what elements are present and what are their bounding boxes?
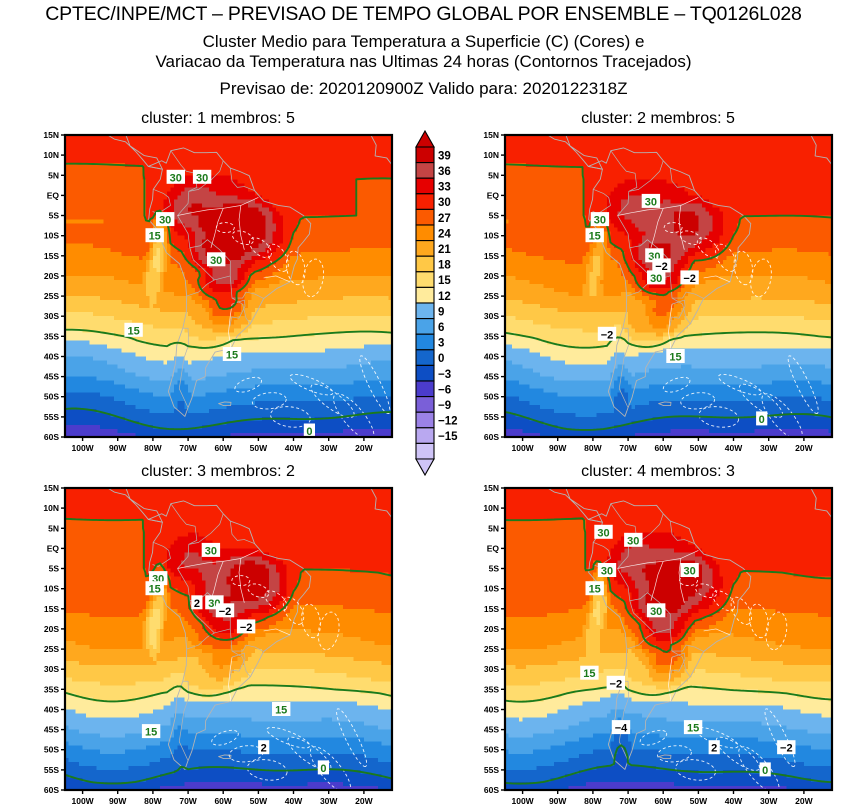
contour-label: 30 — [647, 603, 665, 618]
contour-label: 30 — [594, 525, 612, 540]
contour-label: 30 — [202, 543, 220, 558]
contour-label: −4 — [612, 720, 630, 735]
contour-label: 30 — [193, 170, 211, 185]
contour-label: −2 — [652, 258, 670, 273]
contour-label: 30 — [167, 170, 185, 185]
contour-label: −2 — [680, 270, 698, 285]
panel-title-cluster-4: cluster: 4 membros: 3 — [478, 463, 838, 481]
panel-title-cluster-1: cluster: 1 membros: 5 — [38, 110, 398, 128]
forecast-validity-line: Previsao de: 2020120900Z Valido para: 20… — [0, 79, 847, 99]
contour-label: 15 — [146, 228, 164, 243]
contour-label: 0 — [304, 424, 315, 439]
contour-label: 0 — [756, 411, 767, 426]
contour-label: 30 — [598, 563, 616, 578]
contour-label: 30 — [680, 563, 698, 578]
contour-label: 30 — [207, 252, 225, 266]
contour-label: 15 — [586, 228, 604, 243]
contour-label: 2 — [709, 740, 720, 755]
header-block: CPTEC/INPE/MCT – PREVISAO DE TEMPO GLOBA… — [0, 0, 847, 99]
contour-label: 15 — [142, 724, 160, 739]
contour-label: 0 — [318, 760, 329, 775]
contour-label: −2 — [607, 676, 625, 691]
contour-label: 30 — [624, 533, 642, 548]
contour-label: −2 — [598, 327, 616, 342]
contour-label: 15 — [124, 323, 142, 338]
contour-label: −2 — [777, 740, 795, 755]
contour-label: 15 — [272, 702, 290, 717]
contour-label: 15 — [223, 347, 241, 362]
contour-label: 15 — [580, 666, 598, 681]
panel-title-cluster-3: cluster: 3 membros: 2 — [38, 463, 398, 481]
subtitle-line-2: Variacao da Temperatura nas Ultimas 24 h… — [0, 52, 847, 72]
contour-label: 15 — [684, 720, 702, 735]
contour-label: −2 — [216, 603, 234, 618]
subtitle-line-1: Cluster Medio para Temperatura a Superfi… — [0, 32, 847, 52]
contour-label: 30 — [591, 212, 609, 227]
contour-label: −2 — [237, 619, 255, 634]
contour-label: 0 — [760, 762, 771, 777]
contour-label: 15 — [146, 581, 164, 596]
contour-label: 15 — [666, 349, 684, 364]
contour-label: 2 — [258, 740, 269, 755]
contour-label: 30 — [642, 194, 660, 209]
contour-label: 2 — [191, 595, 202, 610]
page-title: CPTEC/INPE/MCT – PREVISAO DE TEMPO GLOBA… — [0, 3, 847, 26]
contour-label: 15 — [586, 581, 604, 596]
contour-label: 30 — [156, 212, 174, 227]
panel-title-cluster-2: cluster: 2 membros: 5 — [478, 110, 838, 128]
